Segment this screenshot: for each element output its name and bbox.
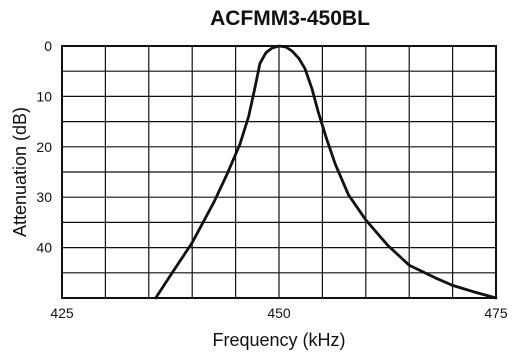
x-tick-labels: 425 450 475 — [50, 305, 508, 321]
x-tick-label: 425 — [50, 305, 74, 321]
y-axis-label: Attenuation (dB) — [10, 107, 30, 237]
y-tick-label: 40 — [36, 240, 52, 256]
x-tick-label: 450 — [267, 305, 291, 321]
y-tick-label: 30 — [36, 189, 52, 205]
y-tick-label: 10 — [36, 88, 52, 104]
y-tick-label: 20 — [36, 139, 52, 155]
x-tick-label: 475 — [484, 305, 508, 321]
x-axis-label: Frequency (kHz) — [212, 330, 345, 350]
curve-layer — [154, 44, 498, 300]
grid — [61, 45, 497, 299]
y-tick-label: 0 — [44, 38, 52, 54]
y-tick-labels: 0 10 20 30 40 — [36, 38, 52, 256]
chart-title: ACFMM3-450BL — [210, 7, 370, 30]
attenuation-curve — [154, 44, 498, 300]
